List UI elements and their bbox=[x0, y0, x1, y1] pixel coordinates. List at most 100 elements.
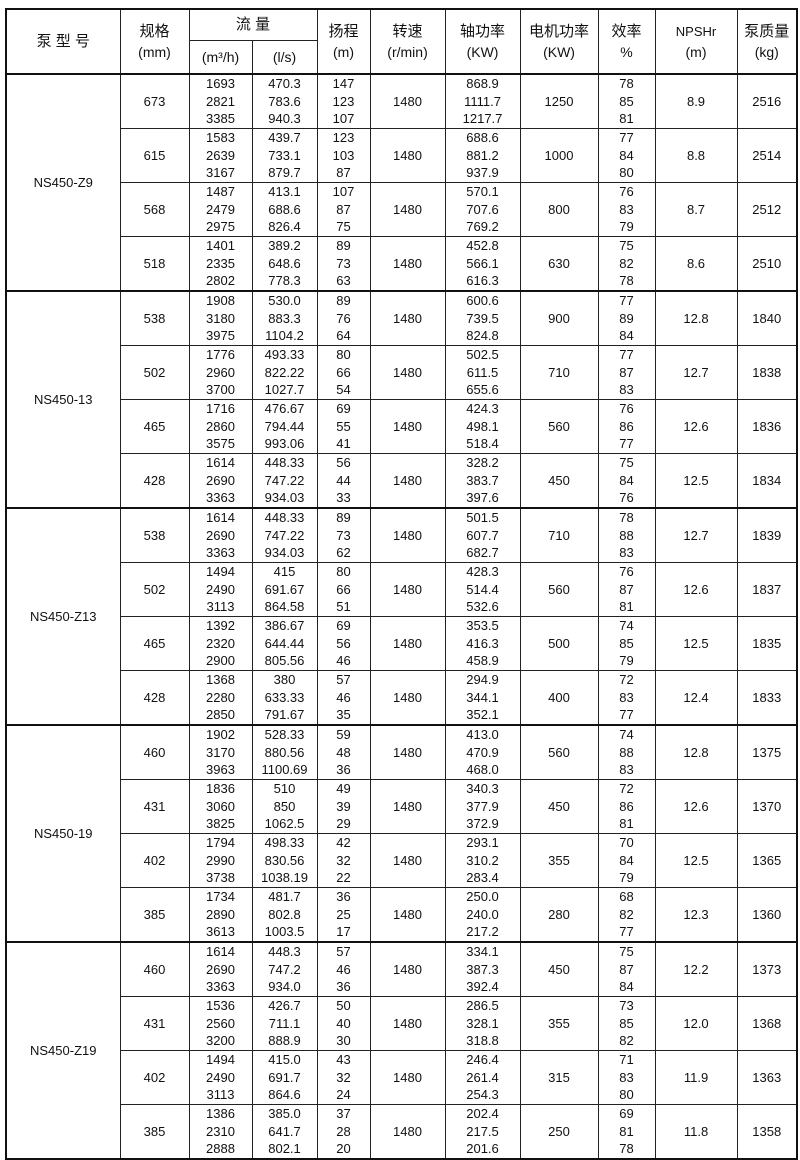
efficiency-cell: 71 83 80 bbox=[597, 1050, 656, 1105]
shaft-power-cell-value: 217.2 bbox=[466, 924, 499, 940]
npshr-cell: 12.7 bbox=[654, 507, 738, 563]
header-spec-unit: (mm) bbox=[138, 43, 171, 60]
spec-cell: 615 bbox=[119, 128, 190, 183]
head-cell-value: 22 bbox=[336, 870, 351, 886]
head-cell-value: 87 bbox=[336, 165, 351, 181]
efficiency-cell-value: 84 bbox=[619, 328, 634, 344]
header-npshr-label: NPSHr bbox=[675, 23, 717, 39]
flow-ls-cell-value: 426.7 bbox=[268, 998, 301, 1014]
npshr-cell: 12.0 bbox=[654, 996, 738, 1051]
header-flow-m3h: (m³/h) bbox=[188, 40, 253, 75]
flow-ls-cell: 415.0 691.7 864.6 bbox=[251, 1050, 318, 1105]
shaft-power-cell-value: 655.6 bbox=[466, 382, 499, 398]
head-cell: 57 46 36 bbox=[316, 941, 371, 997]
shaft-power-cell: 570.1 707.6 769.2 bbox=[444, 182, 521, 237]
table-row: NS450-Z13 538 1614 2690 3363 448.33 747.22 934.… bbox=[5, 507, 798, 726]
flow-ls-cell-value: 385.0 bbox=[268, 1106, 301, 1122]
spec-cell: 465 bbox=[119, 616, 190, 671]
speed-cell: 1480 bbox=[369, 1104, 446, 1160]
head-cell-value: 80 bbox=[336, 564, 351, 580]
mass-cell: 1358 bbox=[736, 1104, 798, 1160]
shaft-power-cell: 413.0 470.9 468.0 bbox=[444, 724, 521, 780]
flow-ls-cell-value: 510 bbox=[273, 781, 296, 797]
shaft-power-cell-value: 518.4 bbox=[466, 436, 499, 452]
shaft-power-cell-value: 201.6 bbox=[466, 1141, 499, 1157]
motor-power-cell: 315 bbox=[519, 1050, 599, 1105]
efficiency-cell: 73 85 82 bbox=[597, 996, 656, 1051]
head-cell-value: 69 bbox=[336, 618, 351, 634]
efficiency-cell-value: 83 bbox=[619, 382, 634, 398]
shaft-power-cell-value: 452.8 bbox=[466, 238, 499, 254]
shaft-power-cell-value: 240.0 bbox=[466, 906, 499, 922]
efficiency-cell-value: 75 bbox=[619, 944, 634, 960]
shaft-power-cell: 294.9 344.1 352.1 bbox=[444, 670, 521, 726]
shaft-power-cell: 452.8 566.1 616.3 bbox=[444, 236, 521, 292]
flow-ls-cell-value: 934.0 bbox=[268, 979, 301, 995]
flow-ls-cell-value: 498.33 bbox=[264, 835, 305, 851]
flow-ls-cell-value: 747.2 bbox=[268, 961, 301, 977]
flow-ls-cell-value: 805.56 bbox=[264, 653, 305, 669]
shaft-power-cell-value: 250.0 bbox=[466, 889, 499, 905]
efficiency-cell: 77 89 84 bbox=[597, 290, 656, 346]
flow-ls-cell-value: 389.2 bbox=[268, 238, 301, 254]
flow-ls-cell-value: 691.7 bbox=[268, 1069, 301, 1085]
motor-power-cell: 450 bbox=[519, 779, 599, 834]
flow-m3h-cell: 1776 2960 3700 bbox=[188, 345, 253, 400]
head-cell-value: 48 bbox=[336, 744, 351, 760]
shaft-power-cell-value: 413.0 bbox=[466, 727, 499, 743]
flow-m3h-cell-value: 3385 bbox=[206, 111, 235, 127]
shaft-power-cell-value: 202.4 bbox=[466, 1106, 499, 1122]
motor-power-cell: 560 bbox=[519, 724, 599, 780]
speed-cell: 1480 bbox=[369, 507, 446, 563]
efficiency-cell-value: 69 bbox=[619, 1106, 634, 1122]
flow-m3h-cell-value: 2990 bbox=[206, 852, 235, 868]
mass-cell: 1365 bbox=[736, 833, 798, 888]
flow-ls-cell: 415 691.67 864.58 bbox=[251, 562, 318, 617]
efficiency-cell-value: 73 bbox=[619, 998, 634, 1014]
flow-m3h-cell-value: 2690 bbox=[206, 472, 235, 488]
flow-m3h-cell-value: 3738 bbox=[206, 870, 235, 886]
motor-power-cell: 500 bbox=[519, 616, 599, 671]
motor-power-cell: 280 bbox=[519, 887, 599, 943]
head-cell-value: 50 bbox=[336, 998, 351, 1014]
flow-m3h-cell-value: 3200 bbox=[206, 1033, 235, 1049]
npshr-cell: 11.9 bbox=[654, 1050, 738, 1105]
table-body: NS450-Z9 673 1693 2821 3385 470.3 783.6 940.3 14… bbox=[5, 73, 798, 1160]
flow-ls-cell-value: 934.03 bbox=[264, 545, 305, 561]
efficiency-cell-value: 83 bbox=[619, 689, 634, 705]
shaft-power-cell-value: 501.5 bbox=[466, 510, 499, 526]
shaft-power-cell: 328.2 383.7 397.6 bbox=[444, 453, 521, 509]
npshr-cell: 12.8 bbox=[654, 724, 738, 780]
shaft-power-cell-value: 352.1 bbox=[466, 707, 499, 723]
motor-power-cell: 400 bbox=[519, 670, 599, 726]
efficiency-cell: 72 83 77 bbox=[597, 670, 656, 726]
efficiency-cell-value: 79 bbox=[619, 653, 634, 669]
efficiency-cell-value: 84 bbox=[619, 147, 634, 163]
shaft-power-cell-value: 769.2 bbox=[466, 219, 499, 235]
flow-m3h-cell: 1716 2860 3575 bbox=[188, 399, 253, 454]
spec-cell: 385 bbox=[119, 1104, 190, 1160]
mass-cell: 1363 bbox=[736, 1050, 798, 1105]
shaft-power-cell-value: 458.9 bbox=[466, 653, 499, 669]
flow-m3h-cell-value: 2888 bbox=[206, 1141, 235, 1157]
head-cell: 36 25 17 bbox=[316, 887, 371, 943]
head-cell: 56 44 33 bbox=[316, 453, 371, 509]
flow-ls-cell-value: 711.1 bbox=[268, 1015, 301, 1031]
flow-ls-cell-value: 830.56 bbox=[264, 852, 305, 868]
model-cell: NS450-19 bbox=[5, 724, 121, 943]
flow-ls-cell-value: 791.67 bbox=[264, 707, 305, 723]
table-row: 431 1536 2560 3200 426.7 711.1 888.9 50 40 30 1480… bbox=[6, 996, 798, 1051]
flow-ls-cell-value: 733.1 bbox=[268, 147, 301, 163]
head-cell: 89 73 63 bbox=[316, 236, 371, 292]
head-cell-value: 24 bbox=[336, 1087, 351, 1103]
mass-cell: 1370 bbox=[736, 779, 798, 834]
table-row: NS450-19 460 1902 3170 3963 528.33 880.56 1100.… bbox=[5, 724, 798, 943]
shaft-power-cell-value: 532.6 bbox=[466, 599, 499, 615]
flow-m3h-cell-value: 3575 bbox=[206, 436, 235, 452]
flow-m3h-cell-value: 1776 bbox=[206, 347, 235, 363]
header-mass-unit: (kg) bbox=[754, 43, 779, 60]
flow-m3h-cell-value: 1536 bbox=[206, 998, 235, 1014]
flow-ls-cell: 510 850 1062.5 bbox=[251, 779, 318, 834]
header-head-unit: (m) bbox=[333, 43, 355, 60]
efficiency-cell-value: 78 bbox=[619, 76, 634, 92]
